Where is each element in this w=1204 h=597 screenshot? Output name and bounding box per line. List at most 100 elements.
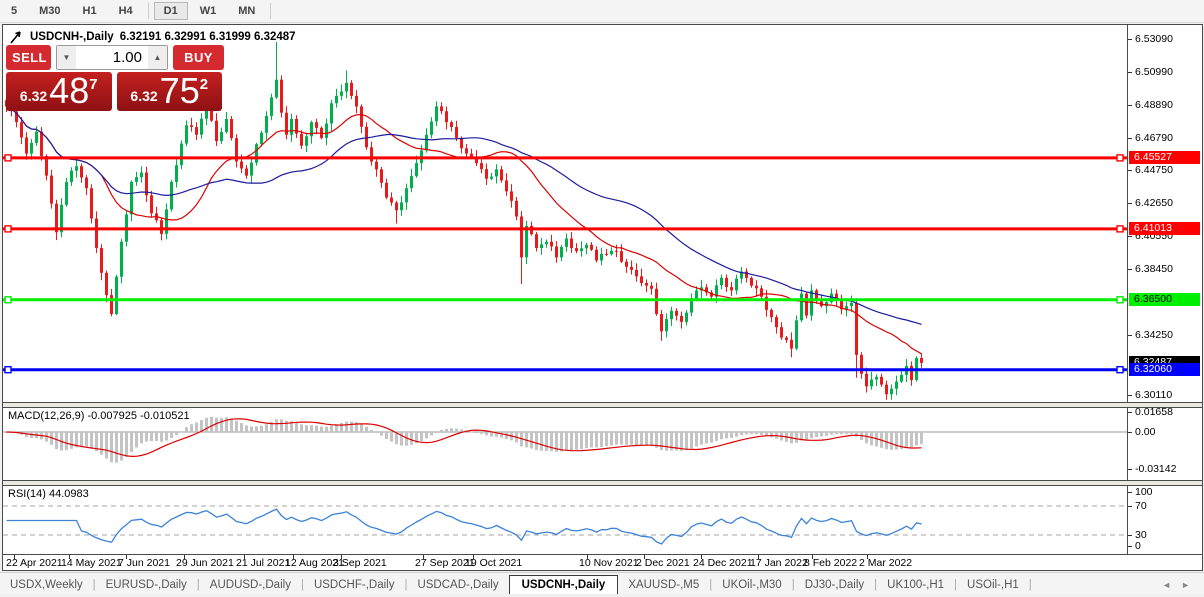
date-label: 19 Oct 2021 bbox=[465, 557, 523, 569]
date-label: 21 Jul 2021 bbox=[236, 557, 291, 569]
date-label: 22 Apr 2021 bbox=[6, 557, 63, 569]
sell-price-sup: 7 bbox=[89, 76, 98, 93]
volume-value[interactable]: 1.00 bbox=[112, 49, 142, 66]
date-tick bbox=[867, 555, 868, 559]
date-tick bbox=[126, 555, 127, 559]
price-tick-label: 6.53090 bbox=[1135, 33, 1173, 45]
buy-price-big: 75 bbox=[159, 70, 200, 111]
chart-cursor-icon bbox=[10, 31, 21, 44]
toolbar-separator bbox=[270, 3, 272, 19]
date-label: 12 Aug 2021 bbox=[285, 557, 344, 569]
price-tick-label: 6.50990 bbox=[1135, 66, 1173, 78]
date-label: 10 Nov 2021 bbox=[579, 557, 639, 569]
macd-tick-label: -0.03142 bbox=[1135, 463, 1177, 475]
date-tick bbox=[587, 555, 588, 559]
chart-ohlc-values: 6.32191 6.32991 6.31999 6.32487 bbox=[119, 31, 296, 43]
tab-separator: | bbox=[404, 579, 408, 591]
timeframe-button-m30[interactable]: M30 bbox=[39, 5, 61, 17]
price-axis[interactable]: 6.53090 6.50990 6.48890 6.46790 6.44750 … bbox=[1127, 25, 1201, 402]
price-tick bbox=[1128, 170, 1132, 171]
chart-tab-audusd-daily[interactable]: AUDUSD-,Daily bbox=[209, 579, 291, 591]
macd-tick bbox=[1128, 469, 1132, 470]
macd-tick-label: 0.00 bbox=[1135, 426, 1156, 438]
toolbar-separator bbox=[147, 3, 149, 19]
chart-tab-uk100-h1[interactable]: UK100-,H1 bbox=[887, 579, 945, 591]
chart-tab-dj30-daily[interactable]: DJ30-,Daily bbox=[804, 579, 865, 591]
macd-panel[interactable]: MACD(12,26,9) -0.007925 -0.010521 bbox=[3, 408, 1127, 480]
date-tick bbox=[244, 555, 245, 559]
buy-price-prefix: 6.32 bbox=[130, 88, 158, 104]
price-tick bbox=[1128, 395, 1132, 396]
hline-price-label: 6.32060 bbox=[1129, 363, 1200, 376]
date-label: 2 Mar 2022 bbox=[859, 557, 913, 569]
rsi-tick-label: 0 bbox=[1135, 540, 1141, 552]
volume-increase-button[interactable]: ▲ bbox=[148, 46, 167, 69]
timeframe-button-5[interactable]: 5 bbox=[11, 5, 18, 17]
rsi-tick-label: 100 bbox=[1135, 486, 1153, 498]
tab-separator: | bbox=[1028, 579, 1032, 591]
time-axis[interactable]: 22 Apr 2021 14 May 2021 7 Jun 2021 29 Ju… bbox=[3, 554, 1202, 570]
date-tick bbox=[423, 555, 424, 559]
rsi-tick bbox=[1128, 535, 1132, 536]
panel-splitter[interactable] bbox=[3, 480, 1202, 485]
tab-separator: | bbox=[954, 579, 958, 591]
timeframe-button-mn[interactable]: MN bbox=[238, 5, 256, 17]
price-chart-plot[interactable]: USDCNH-,Daily 6.32191 6.32991 6.31999 6.… bbox=[3, 25, 1127, 402]
tab-separator: | bbox=[791, 579, 795, 591]
chart-tab-usdchf-daily[interactable]: USDCHF-,Daily bbox=[313, 579, 395, 591]
timeframe-button-w1[interactable]: W1 bbox=[199, 5, 217, 17]
price-tick-label: 6.30110 bbox=[1135, 389, 1173, 401]
buy-price-sup: 2 bbox=[199, 76, 209, 93]
tab-scroll-arrows: ◄ ► bbox=[1162, 580, 1204, 594]
macd-tick-label: 0.01658 bbox=[1135, 406, 1173, 418]
price-tick-label: 6.34250 bbox=[1135, 329, 1173, 341]
date-label: 3 Sep 2021 bbox=[333, 557, 387, 569]
date-label: 24 Dec 2021 bbox=[693, 557, 753, 569]
chart-tab-usdcnh-daily[interactable]: USDCNH-,Daily bbox=[508, 575, 619, 594]
price-tick bbox=[1128, 203, 1132, 204]
chart-tab-usdcad-daily[interactable]: USDCAD-,Daily bbox=[417, 579, 499, 591]
buy-button[interactable]: BUY bbox=[173, 45, 224, 70]
rsi-tick-label: 70 bbox=[1135, 500, 1147, 512]
price-tick bbox=[1128, 138, 1132, 139]
timeframe-button-d1[interactable]: D1 bbox=[153, 2, 188, 20]
sell-button[interactable]: SELL bbox=[6, 45, 51, 70]
date-tick bbox=[14, 555, 15, 559]
volume-decrease-button[interactable]: ▼ bbox=[57, 46, 76, 69]
date-label: 2 Dec 2021 bbox=[636, 557, 690, 569]
macd-label: MACD(12,26,9) -0.007925 -0.010521 bbox=[8, 410, 190, 422]
chart-tab-usoil-h1[interactable]: USOil-,H1 bbox=[967, 579, 1019, 591]
timeframe-toolbar: 5 M30 H1 H4 D1 W1 MN bbox=[0, 0, 1204, 23]
rsi-panel[interactable]: RSI(14) 44.0983 bbox=[3, 486, 1127, 554]
chart-tab-ukoil-m30[interactable]: UKOil-,M30 bbox=[722, 579, 782, 591]
chart-tab-usdx-weekly[interactable]: USDX,Weekly bbox=[10, 579, 83, 591]
date-label: 7 Jun 2021 bbox=[118, 557, 170, 569]
date-tick bbox=[701, 555, 702, 559]
chart-window: USDCNH-,Daily 6.32191 6.32991 6.31999 6.… bbox=[2, 24, 1203, 571]
price-tick bbox=[1128, 72, 1132, 73]
hline-price-label: 6.41013 bbox=[1129, 222, 1200, 235]
date-label: 29 Jun 2021 bbox=[176, 557, 234, 569]
date-tick bbox=[69, 555, 70, 559]
sell-price-button[interactable]: 6.32 48 7 bbox=[6, 72, 112, 111]
price-tick-label: 6.48890 bbox=[1135, 99, 1173, 111]
tab-separator: | bbox=[300, 579, 304, 591]
tab-scroll-right-icon[interactable]: ► bbox=[1181, 580, 1190, 590]
chart-tab-eurusd-daily[interactable]: EURUSD-,Daily bbox=[105, 579, 187, 591]
date-tick bbox=[812, 555, 813, 559]
price-tick bbox=[1128, 39, 1132, 40]
price-tick bbox=[1128, 236, 1132, 237]
chart-tab-xauusd-m5[interactable]: XAUUSD-,M5 bbox=[628, 579, 700, 591]
volume-stepper[interactable]: ▼ 1.00 ▲ bbox=[56, 45, 168, 70]
timeframe-button-h1[interactable]: H1 bbox=[82, 5, 97, 17]
buy-price-button[interactable]: 6.32 75 2 bbox=[116, 70, 222, 111]
sell-price-big: 48 bbox=[49, 70, 90, 111]
panel-splitter[interactable] bbox=[3, 402, 1202, 407]
date-tick bbox=[644, 555, 645, 559]
timeframe-button-h4[interactable]: H4 bbox=[118, 5, 133, 17]
chart-tabs-bar: USDX,Weekly | EURUSD-,Daily | AUDUSD-,Daily |… bbox=[0, 572, 1204, 594]
tab-scroll-left-icon[interactable]: ◄ bbox=[1162, 580, 1172, 590]
chart-title: USDCNH-,Daily 6.32191 6.32991 6.31999 6.… bbox=[9, 29, 296, 45]
date-label: 8 Feb 2022 bbox=[804, 557, 858, 569]
